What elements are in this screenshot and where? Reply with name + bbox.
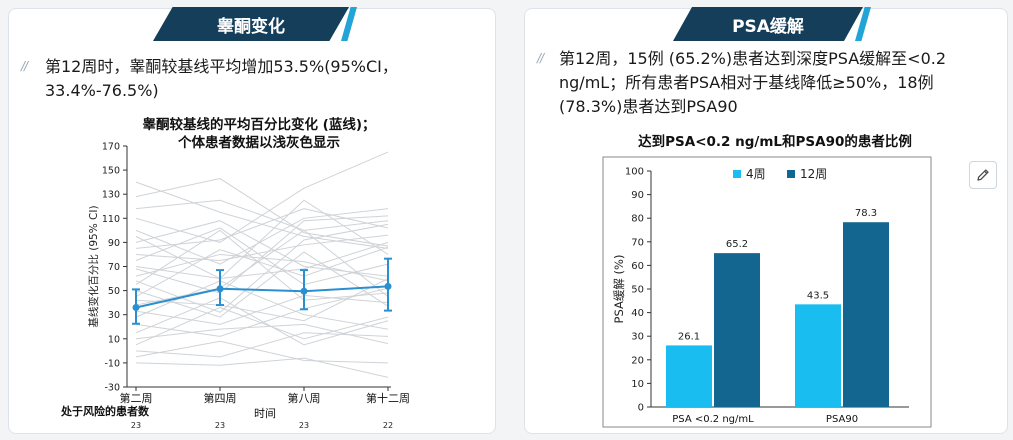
individual-patient-line (135, 178, 389, 247)
bar (795, 304, 841, 407)
bullet-slash-icon: // (537, 51, 544, 65)
individual-patient-line (135, 208, 389, 249)
y-tick-label: 90 (108, 238, 120, 249)
legend-swatch (733, 170, 741, 178)
y-tick-label: 0 (638, 403, 644, 414)
x-tick-label: PSA <0.2 ng/mL (672, 414, 754, 425)
psa-summary: 第12周，15例 (65.2%)患者达到深度PSA缓解至<0.2 ng/mL；所… (559, 49, 947, 116)
y-tick-label: 150 (102, 166, 120, 177)
edit-button[interactable] (969, 161, 997, 189)
risk-count: 23 (131, 421, 141, 430)
y-tick-label: 100 (625, 167, 644, 178)
y-tick-label: 50 (631, 285, 644, 296)
testosterone-banner: 睾酮变化 (153, 7, 349, 41)
legend-label: 4周 (746, 167, 766, 181)
bar (714, 253, 760, 407)
individual-patient-line (135, 340, 389, 364)
y-tick-label: 60 (631, 261, 644, 272)
mean-line (135, 285, 389, 309)
y-tick-label: 110 (102, 214, 120, 225)
pencil-icon (977, 169, 989, 181)
risk-count: 22 (383, 421, 393, 430)
individual-patient-line (135, 278, 389, 322)
legend-label: 12周 (800, 167, 827, 181)
y-tick-label: 50 (108, 286, 120, 297)
individual-patient-line (135, 241, 389, 280)
individual-patient-line (135, 297, 389, 346)
y-tick-label: -30 (104, 383, 120, 394)
psa-chart-title: 达到PSA<0.2 ng/mL和PSA90的患者比例 (638, 134, 912, 150)
y-tick-label: 40 (631, 308, 644, 319)
y-tick-label: 170 (102, 142, 120, 153)
psa-card: PSA缓解 // 第12周，15例 (65.2%)患者达到深度PSA缓解至<0.… (524, 7, 1008, 434)
individual-patient-line (135, 294, 389, 325)
bar (843, 222, 889, 407)
mean-point (132, 303, 140, 311)
bullet-slash-icon: // (21, 59, 28, 73)
y-tick-label: 80 (631, 214, 644, 225)
bar-value-label: 43.5 (807, 290, 829, 301)
risk-table-label: 处于风险的患者数 (60, 404, 150, 418)
testosterone-line-chart: -30 -10 10 30 50 70 90 110 130 150 170 基线变化百分比 (95%… (60, 142, 410, 431)
individual-patient-line (135, 215, 389, 294)
individual-patient-line (135, 151, 389, 243)
testosterone-summary: 第12周时，睾酮较基线平均增加53.5%(95%CI，33.4%-76.5%) (45, 57, 398, 100)
individual-patient-line (135, 246, 389, 298)
bar-value-label: 65.2 (726, 239, 748, 250)
risk-count: 23 (215, 421, 225, 430)
individual-patient-line (135, 323, 389, 345)
individual-patient-line (135, 229, 389, 306)
y-axis-label: PSA缓解 (%) (612, 255, 626, 324)
bar (666, 345, 712, 407)
testosterone-chart-title: 睾酮较基线的平均百分比变化 (蓝线)； 个体患者数据以浅灰色显示 (89, 116, 429, 152)
individual-patient-line (135, 357, 389, 378)
testosterone-card: 睾酮变化 // 第12周时，睾酮较基线平均增加53.5%(95%CI，33.4%… (8, 7, 496, 434)
individual-patient-line (135, 253, 389, 282)
legend-swatch (787, 170, 795, 178)
mean-point (216, 285, 224, 293)
y-tick-label: 130 (102, 190, 120, 201)
risk-count: 23 (299, 421, 309, 430)
y-tick-label: 90 (631, 190, 644, 201)
individual-patient-line (135, 306, 389, 346)
individual-patient-line (135, 332, 389, 358)
chart-title-line-1: 睾酮较基线的平均百分比变化 (蓝线)； (142, 117, 376, 133)
y-tick-label: 70 (108, 262, 120, 273)
individual-patient-line (135, 251, 389, 318)
mean-point (300, 287, 308, 295)
x-axis-label: 时间 (254, 407, 276, 420)
y-tick-label: 30 (631, 332, 644, 343)
y-tick-label: 30 (108, 310, 120, 321)
individual-patient-line (135, 229, 389, 301)
x-tick-label: PSA90 (826, 414, 858, 425)
y-tick-label: -10 (104, 358, 120, 369)
x-tick-label: 第二周 (120, 391, 153, 405)
y-tick-label: 70 (631, 237, 644, 248)
y-tick-label: 20 (631, 355, 644, 366)
mean-point (384, 282, 392, 290)
y-tick-label: 10 (108, 334, 120, 345)
bar-value-label: 78.3 (855, 208, 877, 219)
x-tick-label: 第四周 (204, 391, 237, 405)
psa-banner: PSA缓解 (673, 7, 863, 41)
psa-bar-chart: 0 10 20 30 40 50 60 70 80 90 100 PSA缓解 (%) 26.1 43.5 6… (602, 156, 932, 428)
x-tick-label: 第八周 (288, 391, 321, 405)
individual-patient-line (135, 287, 389, 337)
chart-title-line-2: 个体患者数据以浅灰色显示 (178, 135, 340, 151)
individual-patient-line (135, 208, 389, 265)
y-tick-label: 10 (631, 379, 644, 390)
x-tick-label: 第十二周 (366, 391, 410, 405)
bar-value-label: 26.1 (678, 331, 700, 342)
y-axis-label: 基线变化百分比 (95% CI) (87, 205, 100, 327)
